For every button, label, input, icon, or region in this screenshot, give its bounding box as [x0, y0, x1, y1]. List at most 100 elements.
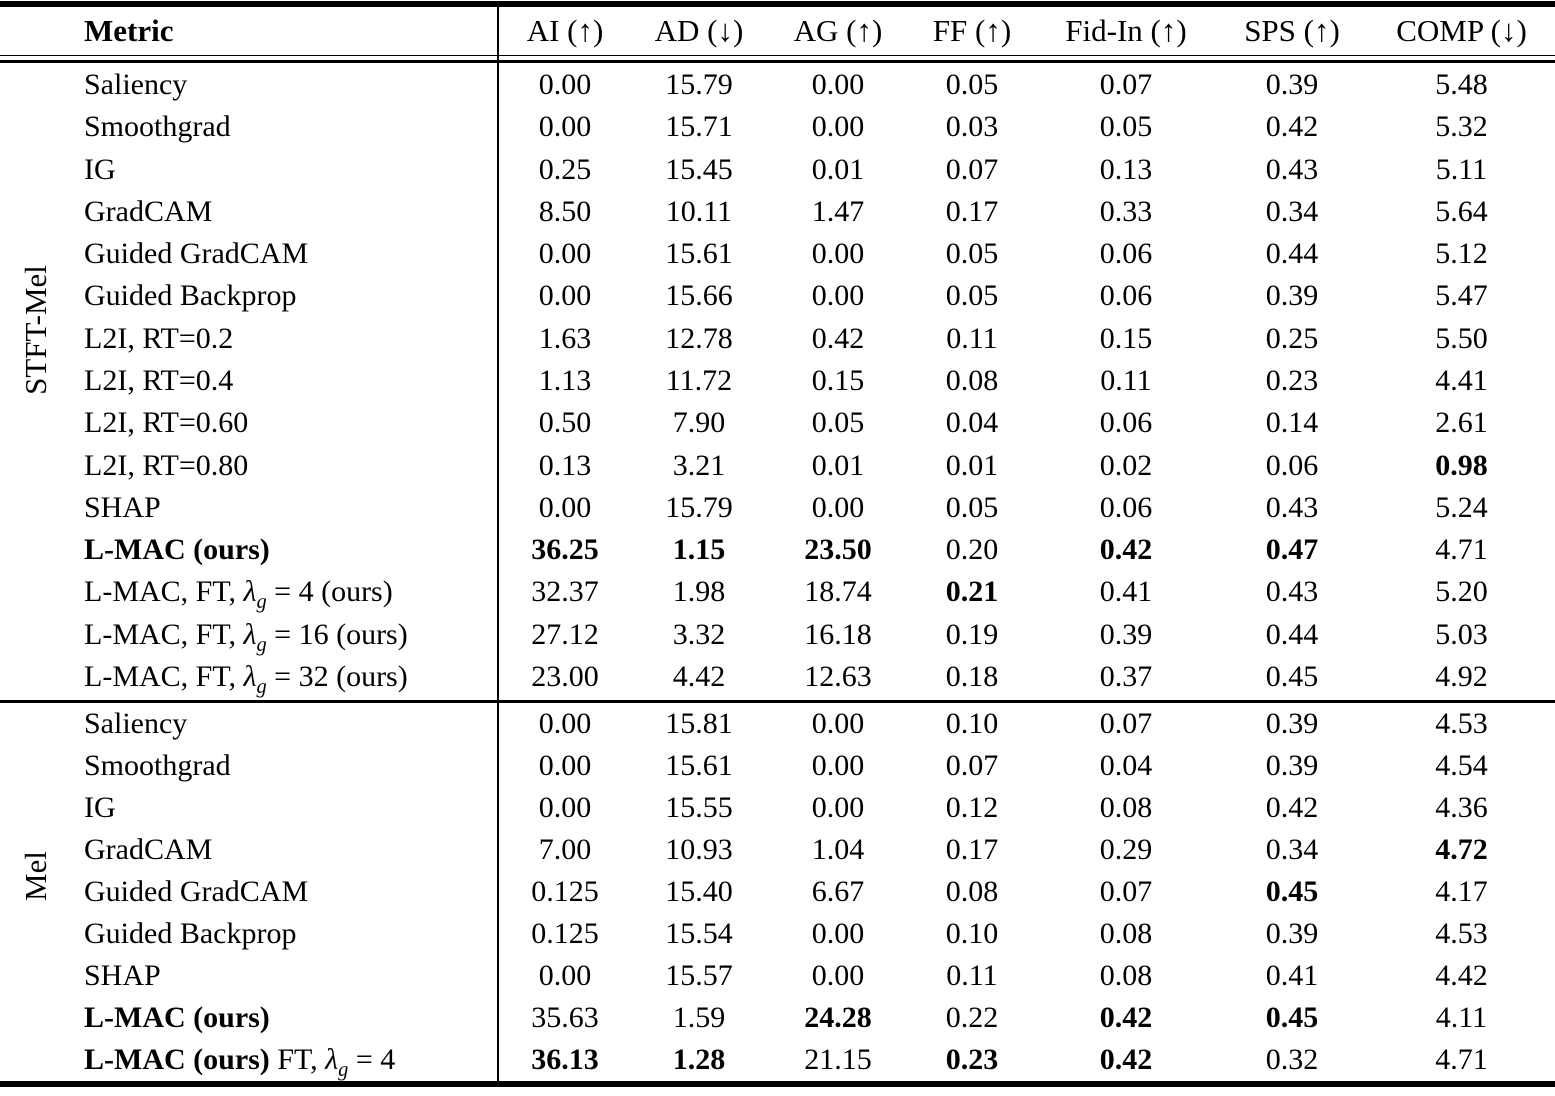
value-cell: 0.17 — [945, 833, 999, 866]
value-cell: 0.25 — [1265, 321, 1319, 355]
value-cell: 0.00 — [811, 749, 865, 782]
table-row: Guided GradCAM 0.00 15.61 0.00 0.05 0.06 0.44 5… — [0, 233, 1555, 275]
table-row: GradCAM 7.00 10.93 1.04 0.17 0.29 0.34 4.72 — [0, 829, 1555, 871]
value-cell: 0.08 — [945, 875, 999, 908]
value-cell: 0.02 — [1099, 448, 1153, 482]
table-row: Smoothgrad 0.00 15.61 0.00 0.07 0.04 0.39 4.54 — [0, 745, 1555, 787]
value-cell: 1.15 — [672, 533, 726, 567]
value-cell: 5.20 — [1435, 575, 1488, 609]
value-cell: 0.42 — [1099, 1043, 1153, 1076]
value-cell: 0.00 — [538, 237, 592, 271]
value-cell: 32.37 — [531, 575, 599, 609]
value-cell: 0.22 — [945, 1001, 999, 1034]
table-row: L-MAC, FT, λg = 4 (ours) 32.37 1.98 18.74 0.… — [0, 571, 1555, 613]
value-cell: 4.41 — [1435, 363, 1488, 397]
value-cell: 0.00 — [811, 707, 865, 740]
value-cell: 0.06 — [1099, 237, 1153, 271]
value-cell: 0.11 — [946, 321, 998, 355]
value-cell: 0.42 — [1099, 1001, 1153, 1034]
section-stft-mel: Saliency 0.00 15.79 0.00 0.05 0.07 0.39 5.48 Smo… — [0, 64, 1555, 698]
value-cell: 7.00 — [538, 833, 592, 866]
value-cell: 0.01 — [811, 152, 865, 186]
value-cell: 0.07 — [1099, 875, 1153, 908]
header-separator-rule-thick — [0, 60, 1555, 63]
table-row: Guided Backprop 0.00 15.66 0.00 0.05 0.06 0.39… — [0, 275, 1555, 317]
column-header-metric: Metric — [84, 13, 174, 48]
value-cell: 0.21 — [945, 575, 999, 609]
value-cell: 16.18 — [804, 617, 872, 651]
value-cell: 0.00 — [538, 791, 592, 824]
value-cell: 5.50 — [1435, 321, 1488, 355]
value-cell: 1.47 — [811, 194, 865, 228]
value-cell: 0.125 — [531, 875, 599, 908]
metric-label: L2I, RT=0.80 — [84, 448, 249, 482]
value-cell: 0.39 — [1265, 917, 1319, 950]
column-header-comp: COMP (↓) — [1396, 13, 1527, 48]
value-cell: 0.37 — [1099, 659, 1153, 693]
value-cell: 1.28 — [672, 1043, 726, 1076]
value-cell: 0.33 — [1099, 194, 1153, 228]
value-cell: 0.01 — [811, 448, 865, 482]
value-cell: 4.92 — [1435, 659, 1488, 693]
value-cell: 15.40 — [665, 875, 733, 908]
value-cell: 15.66 — [665, 279, 733, 313]
value-cell: 15.79 — [665, 68, 733, 102]
column-header-ff: FF (↑) — [932, 13, 1012, 48]
value-cell: 0.13 — [1099, 152, 1153, 186]
value-cell: 0.06 — [1265, 448, 1319, 482]
metric-label: Smoothgrad — [84, 749, 231, 782]
value-cell: 15.57 — [665, 959, 733, 992]
table-row: Saliency 0.00 15.79 0.00 0.05 0.07 0.39 5.48 — [0, 64, 1555, 106]
value-cell: 0.11 — [946, 959, 998, 992]
value-cell: 0.06 — [1099, 406, 1153, 440]
value-cell: 0.39 — [1265, 749, 1319, 782]
column-header-fid-in: Fid-In (↑) — [1065, 13, 1187, 48]
value-cell: 15.54 — [665, 917, 733, 950]
value-cell: 35.63 — [531, 1001, 599, 1034]
value-cell: 0.13 — [538, 448, 592, 482]
value-cell: 15.79 — [665, 490, 733, 524]
value-cell: 0.17 — [945, 194, 999, 228]
section-separator-rule — [0, 700, 1555, 703]
value-cell: 1.04 — [811, 833, 865, 866]
value-cell: 0.45 — [1265, 1001, 1319, 1034]
table-row: L2I, RT=0.60 0.50 7.90 0.05 0.04 0.06 0.14 2.61 — [0, 402, 1555, 444]
value-cell: 36.25 — [531, 533, 599, 567]
column-header-ai: AI (↑) — [526, 13, 604, 48]
value-cell: 0.98 — [1435, 448, 1488, 482]
value-cell: 5.03 — [1435, 617, 1488, 651]
value-cell: 0.00 — [538, 110, 592, 144]
table-row: L-MAC, FT, λg = 16 (ours) 27.12 3.32 16.18 0… — [0, 613, 1555, 655]
value-cell: 0.41 — [1265, 959, 1319, 992]
value-cell: 0.05 — [1099, 110, 1153, 144]
value-cell: 4.53 — [1435, 917, 1488, 950]
value-cell: 4.71 — [1435, 1043, 1488, 1076]
table-row: L-MAC (ours) FT, λg = 4 36.13 1.28 21.15 0.2… — [0, 1039, 1555, 1081]
table-row: Guided Backprop 0.125 15.54 0.00 0.10 0.08 0.3… — [0, 913, 1555, 955]
value-cell: 0.06 — [1099, 279, 1153, 313]
table-row: Guided GradCAM 0.125 15.40 6.67 0.08 0.07 0.45… — [0, 871, 1555, 913]
value-cell: 0.05 — [945, 279, 999, 313]
metric-label: L-MAC (ours) — [84, 1001, 270, 1034]
value-cell: 0.07 — [1099, 68, 1153, 102]
value-cell: 0.05 — [945, 490, 999, 524]
value-cell: 24.28 — [804, 1001, 872, 1034]
value-cell: 0.08 — [1099, 791, 1153, 824]
value-cell: 3.32 — [672, 617, 726, 651]
value-cell: 0.44 — [1265, 237, 1319, 271]
value-cell: 4.53 — [1435, 707, 1488, 740]
value-cell: 0.39 — [1265, 707, 1319, 740]
value-cell: 0.12 — [945, 791, 999, 824]
metric-label: Saliency — [84, 68, 188, 102]
metric-label: GradCAM — [84, 833, 213, 866]
value-cell: 0.00 — [538, 279, 592, 313]
value-cell: 0.41 — [1099, 575, 1153, 609]
value-cell: 0.45 — [1265, 659, 1319, 693]
value-cell: 0.25 — [538, 152, 592, 186]
metric-label: GradCAM — [84, 194, 213, 228]
column-header-sps: SPS (↑) — [1244, 13, 1340, 48]
metric-label: SHAP — [84, 490, 161, 524]
value-cell: 0.07 — [1099, 707, 1153, 740]
metric-label: L-MAC, FT, λg = 4 (ours) — [84, 575, 393, 614]
